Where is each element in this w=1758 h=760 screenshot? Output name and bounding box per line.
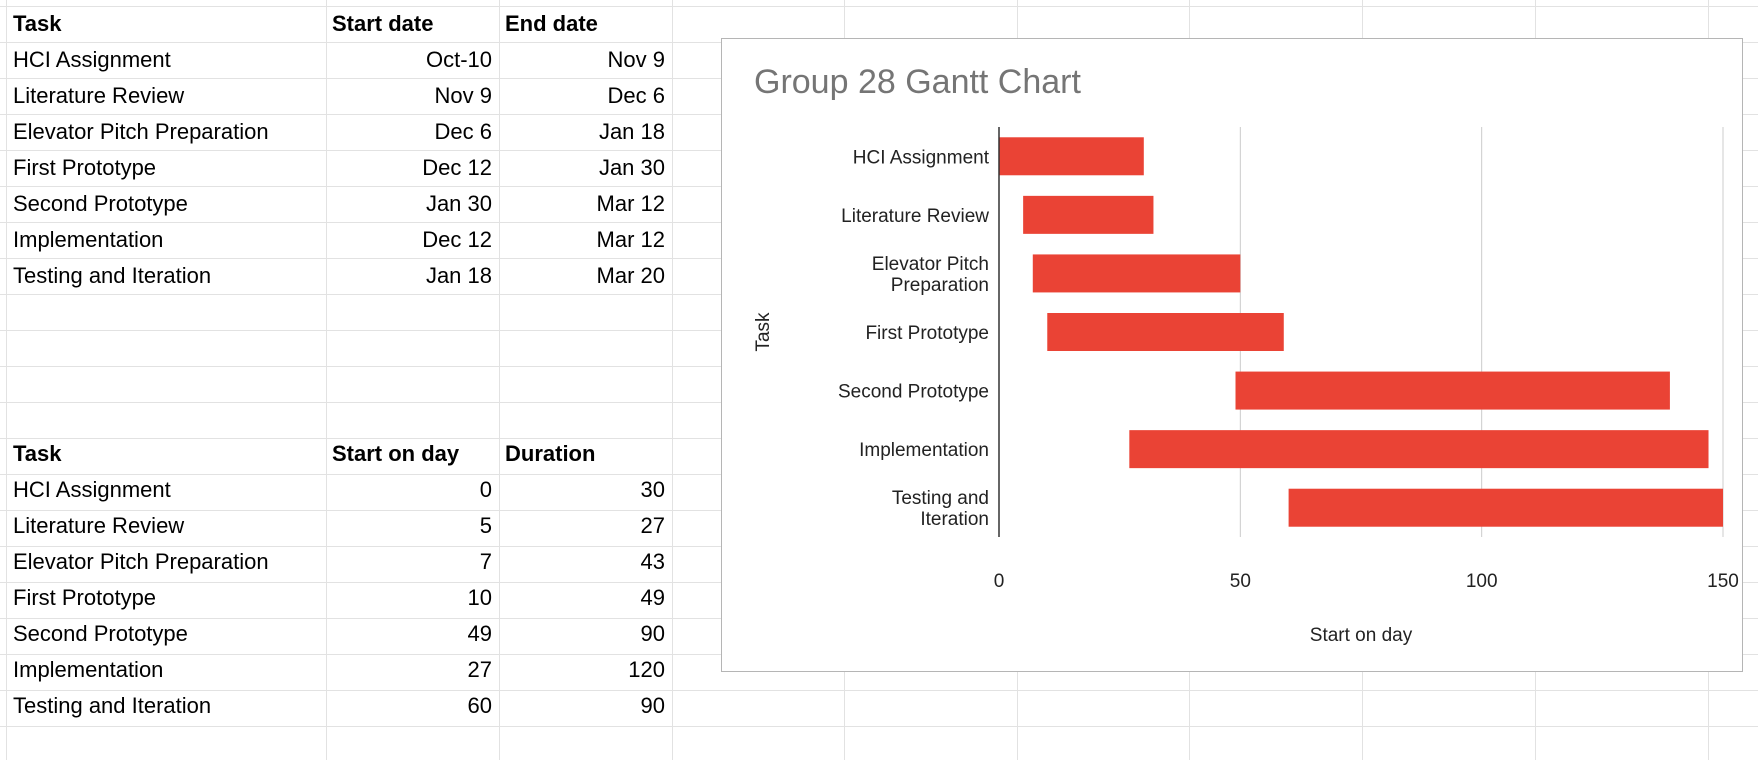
category-label: Implementation (859, 440, 989, 461)
t2-row-3-start[interactable]: 10 (467, 585, 492, 610)
header-start-on-day[interactable]: Start on day (332, 441, 460, 466)
t2-row-5-task[interactable]: Implementation (13, 657, 164, 682)
t1-row-4-start[interactable]: Jan 30 (425, 191, 492, 216)
header-duration[interactable]: Duration (505, 441, 596, 466)
t2-row-2-duration[interactable]: 43 (640, 549, 665, 574)
x-tick-label: 150 (1707, 571, 1739, 592)
gantt-bar (1288, 488, 1723, 527)
x-tick-label: 0 (994, 571, 1005, 592)
t2-row-6-task[interactable]: Testing and Iteration (13, 693, 212, 718)
y-axis-title: Task (753, 312, 774, 352)
t2-row-2-start[interactable]: 7 (479, 549, 492, 574)
header-task[interactable]: Task (13, 11, 62, 36)
category-label: Preparation (891, 275, 989, 296)
t2-row-0-task[interactable]: HCI Assignment (13, 477, 171, 502)
chart-title: Group 28 Gantt Chart (754, 63, 1081, 101)
x-tick-label: 50 (1230, 571, 1251, 592)
gantt-bar (999, 137, 1144, 176)
t1-row-5-end[interactable]: Mar 12 (596, 227, 665, 252)
t1-row-3-start[interactable]: Dec 12 (422, 155, 492, 180)
t2-row-1-task[interactable]: Literature Review (13, 513, 185, 538)
t1-row-2-end[interactable]: Jan 18 (598, 119, 665, 144)
gantt-bar (1023, 195, 1154, 234)
category-label: First Prototype (865, 323, 989, 344)
gantt-bar (1032, 254, 1241, 293)
t1-row-3-end[interactable]: Jan 30 (598, 155, 665, 180)
t1-row-2-start[interactable]: Dec 6 (434, 119, 492, 144)
x-tick-label: 100 (1466, 571, 1498, 592)
t2-row-4-task[interactable]: Second Prototype (13, 621, 188, 646)
t2-row-2-task[interactable]: Elevator Pitch Preparation (13, 549, 269, 574)
category-label: Iteration (920, 509, 989, 530)
category-label: Elevator Pitch (872, 254, 989, 275)
t1-row-6-task[interactable]: Testing and Iteration (13, 263, 212, 288)
t2-row-3-duration[interactable]: 49 (640, 585, 665, 610)
t1-row-4-end[interactable]: Mar 12 (596, 191, 665, 216)
t2-row-5-duration[interactable]: 120 (628, 657, 665, 682)
header-start-date[interactable]: Start date (332, 11, 434, 36)
gantt-bar (1047, 313, 1284, 351)
header-end-date[interactable]: End date (505, 11, 598, 36)
t1-row-5-start[interactable]: Dec 12 (422, 227, 492, 252)
t2-row-1-duration[interactable]: 27 (640, 513, 665, 538)
t1-row-3-task[interactable]: First Prototype (13, 155, 157, 180)
t2-row-0-start[interactable]: 0 (479, 477, 492, 502)
t1-row-6-end[interactable]: Mar 20 (596, 263, 665, 288)
t1-row-4-task[interactable]: Second Prototype (13, 191, 188, 216)
chart-plot: 0 50 100 150 HCI Assignment Literature Review… (753, 127, 1739, 646)
t1-row-5-task[interactable]: Implementation (13, 227, 164, 252)
t1-row-2-task[interactable]: Elevator Pitch Preparation (13, 119, 269, 144)
gantt-bar (1235, 371, 1670, 410)
gantt-chart[interactable]: Group 28 Gantt Chart 0 50 100 150 HCI Assign… (721, 38, 1743, 672)
t1-row-1-end[interactable]: Dec 6 (607, 83, 665, 108)
x-axis-title: Start on day (1310, 625, 1413, 646)
t1-row-1-task[interactable]: Literature Review (13, 83, 185, 108)
t2-row-6-duration[interactable]: 90 (640, 693, 665, 718)
t2-row-3-task[interactable]: First Prototype (13, 585, 157, 610)
category-label: HCI Assignment (853, 147, 990, 168)
t2-row-1-start[interactable]: 5 (479, 513, 492, 538)
category-label: Testing and (892, 488, 989, 509)
category-label: Second Prototype (838, 382, 989, 403)
header-task-2[interactable]: Task (13, 441, 62, 466)
t2-row-4-start[interactable]: 49 (467, 621, 492, 646)
t2-row-6-start[interactable]: 60 (467, 693, 492, 718)
t2-row-5-start[interactable]: 27 (467, 657, 492, 682)
category-label: Literature Review (841, 206, 989, 227)
t1-row-0-task[interactable]: HCI Assignment (13, 47, 171, 72)
t2-row-4-duration[interactable]: 90 (640, 621, 665, 646)
t1-row-0-start[interactable]: Oct-10 (425, 47, 492, 72)
t1-row-1-start[interactable]: Nov 9 (434, 83, 492, 108)
t1-row-6-start[interactable]: Jan 18 (425, 263, 492, 288)
gantt-bar (1129, 430, 1709, 469)
t2-row-0-duration[interactable]: 30 (640, 477, 665, 502)
t1-row-0-end[interactable]: Nov 9 (607, 47, 665, 72)
